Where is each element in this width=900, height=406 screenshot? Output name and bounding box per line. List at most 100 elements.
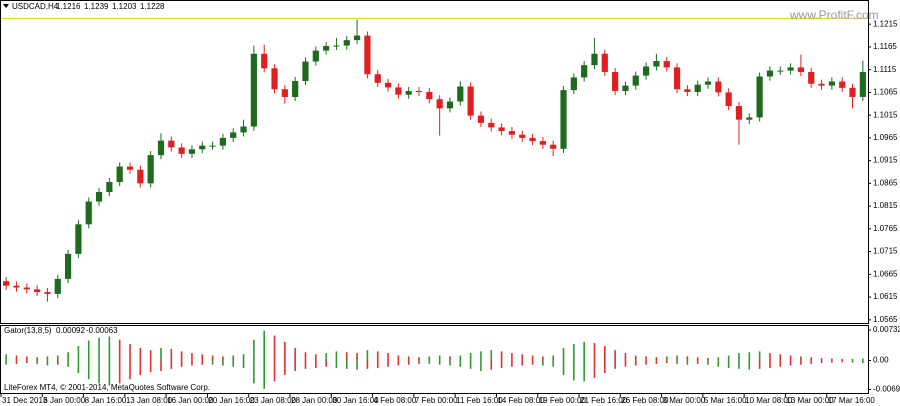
x-tick-label: 31 Dec 2013 (2, 396, 48, 405)
candle-body (694, 84, 701, 92)
x-tick-label: 20 Jan 16:00 (208, 396, 255, 405)
candle-body (85, 201, 92, 225)
candle-body (818, 83, 825, 86)
x-tick-label: 17 Mar 16:00 (828, 396, 876, 405)
x-tick-label: 13 Mar 00:00 (786, 396, 834, 405)
candle-body (446, 101, 454, 109)
candle-body (828, 81, 835, 86)
candle-body (601, 53, 608, 72)
y-tick-label: 1.0965 (873, 133, 898, 142)
candle-body (539, 141, 546, 145)
candle-body (642, 66, 650, 76)
y-tick-label: 1.1165 (873, 42, 897, 51)
x-tick-label: 19 Feb 00:00 (539, 396, 587, 405)
candle-body (54, 278, 61, 294)
indicator-value: 0.00092 (56, 326, 85, 335)
candle-body (199, 145, 206, 150)
y-tick-label: 1.0565 (873, 315, 898, 324)
candle-body (281, 89, 288, 97)
x-tick-label: 4 Feb 08:00 (374, 396, 417, 405)
candle-body (859, 71, 866, 97)
candle-body (364, 35, 371, 75)
candle-body (467, 86, 474, 116)
candle-body (292, 81, 299, 97)
candle-body (34, 289, 41, 293)
copyright: LiteForex MT4, © 2001-2014, MetaQuotes S… (4, 383, 210, 392)
x-tick-label: 6 Jan 00:00 (43, 396, 85, 405)
x-tick-label: 5 Mar 16:00 (704, 396, 747, 405)
candle-body (725, 92, 732, 107)
x-tick-label: 26 Feb 08:00 (621, 396, 669, 405)
candle-body (261, 53, 268, 69)
candle-body (839, 81, 846, 88)
watermark: www.ProfitF.com (789, 8, 879, 22)
candle-body (384, 82, 392, 88)
candle-body (704, 81, 712, 85)
candle-body (23, 287, 30, 290)
candle-body (673, 67, 681, 90)
candle-body (426, 91, 433, 100)
y-tick-label: 1.0915 (873, 156, 898, 165)
candle-body (735, 106, 743, 120)
candle-body (787, 67, 794, 71)
candle-body (137, 169, 144, 184)
candle-body (808, 71, 815, 84)
x-tick-label: 28 Jan 00:00 (291, 396, 338, 405)
candle-body (663, 61, 670, 68)
candle-body (570, 77, 577, 91)
y-tick-label: 1.0615 (873, 292, 898, 301)
candle-body (3, 281, 10, 286)
x-tick-label: 30 Jan 16:00 (332, 396, 379, 405)
candle-body (622, 85, 629, 92)
y-tick-label: 1.0865 (873, 178, 898, 187)
x-tick-label: 10 Mar 08:00 (745, 396, 793, 405)
candle-body (519, 134, 526, 138)
candle-body (353, 35, 361, 41)
candle-body (230, 132, 237, 138)
candle-body (168, 140, 175, 148)
quote-value: 1.1228 (140, 2, 165, 11)
y-tick-label: 0.00 (873, 356, 889, 365)
symbol-menu-arrow[interactable] (3, 4, 9, 8)
candle-body (477, 115, 485, 123)
y-tick-label: 1.0665 (873, 269, 898, 278)
indicator-title: Gator(13,8,5) (4, 326, 52, 335)
candle-body (219, 137, 227, 146)
candle-body (147, 155, 154, 184)
candle-body (632, 75, 639, 86)
candle-body (95, 192, 103, 202)
candle-body (374, 74, 381, 83)
y-tick-label: -0.00695 (873, 385, 900, 394)
candle-body (250, 53, 257, 127)
candle-body (498, 127, 505, 132)
candle-body (106, 182, 113, 193)
candle-body (240, 126, 247, 133)
x-tick-label: 8 Jan 16:00 (85, 396, 127, 405)
candle-body (13, 285, 20, 288)
y-tick-label: 1.0715 (873, 247, 898, 256)
candle-body (75, 224, 82, 254)
x-tick-label: 3 Mar 00:00 (663, 396, 706, 405)
candle-body (188, 149, 196, 154)
candle-body (591, 53, 598, 66)
candle-body (653, 61, 660, 67)
candle-body (415, 91, 423, 93)
y-tick-label: 0.00732 (873, 325, 900, 334)
quote-value: 1.1203 (112, 2, 137, 11)
candle-body (560, 90, 567, 149)
candle-body (126, 166, 134, 170)
x-tick-label: 21 Feb 16:00 (580, 396, 628, 405)
candle-body (271, 68, 278, 90)
candle-body (302, 61, 309, 82)
candle-body (178, 147, 185, 154)
candle-body (488, 122, 495, 128)
candle-body (436, 99, 443, 109)
candle-body (756, 76, 763, 118)
price-panel (0, 0, 869, 324)
candle-body (343, 40, 350, 46)
candle-body (405, 91, 412, 95)
y-tick-label: 1.1215 (873, 19, 898, 28)
candle-body (333, 45, 340, 47)
